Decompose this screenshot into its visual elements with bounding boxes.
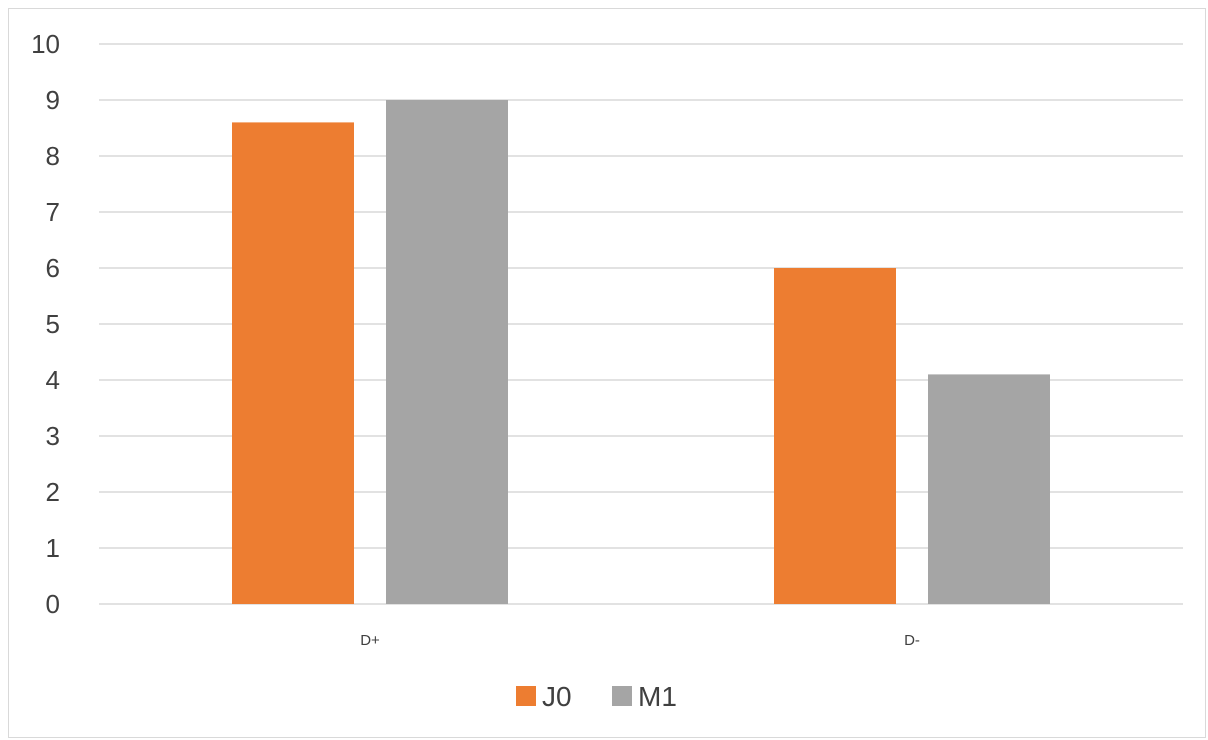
bar-j0-0 (232, 122, 354, 605)
legend-swatch-m1 (612, 686, 632, 706)
y-tick-label: 8 (46, 141, 60, 171)
chart-frame (8, 8, 1206, 738)
bar-j0-1 (774, 268, 896, 604)
y-tick-label: 0 (46, 589, 60, 619)
y-tick-label: 7 (46, 197, 60, 227)
bar-m1-0 (386, 100, 508, 604)
legend-swatch-j0 (516, 686, 536, 706)
y-tick-label: 10 (31, 29, 60, 59)
y-tick-label: 5 (46, 309, 60, 339)
y-tick-label: 2 (46, 477, 60, 507)
x-axis-category-labels: D+ D- (360, 632, 920, 649)
y-tick-label: 6 (46, 253, 60, 283)
bars (232, 100, 1050, 605)
legend: J0 M1 (516, 681, 677, 712)
legend-label-j0: J0 (542, 681, 572, 712)
x-category-label: D- (904, 632, 920, 649)
y-tick-label: 3 (46, 421, 60, 451)
bar-m1-1 (928, 374, 1050, 604)
x-category-label: D+ (360, 632, 380, 649)
legend-label-m1: M1 (638, 681, 677, 712)
y-axis-tick-labels: 0 1 2 3 4 5 6 7 8 9 10 (31, 29, 60, 619)
y-tick-label: 4 (46, 365, 60, 395)
y-tick-label: 9 (46, 85, 60, 115)
y-tick-label: 1 (46, 533, 60, 563)
